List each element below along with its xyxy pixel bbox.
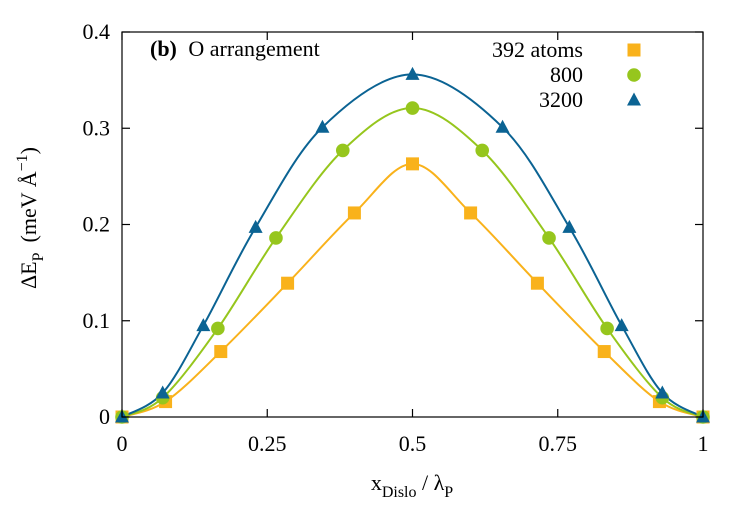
- point-800-8: [600, 321, 614, 336]
- legend-label-392-atoms: 392 atoms: [492, 37, 583, 62]
- point-392-atoms-6: [464, 206, 478, 220]
- point-392-atoms-3: [281, 276, 295, 290]
- tick-labels: 0 0.25 0.5 0.75 1 0 0.1 0.2 0.3 0.4: [83, 19, 709, 456]
- point-800-4: [335, 143, 350, 158]
- x-axis-label-sym-sub: P: [444, 484, 453, 501]
- point-392-atoms-4: [347, 206, 361, 220]
- panel-label: (b) O arrangement: [150, 36, 320, 61]
- x-tick-label-0: 0: [117, 431, 128, 456]
- point-3200-5: [405, 66, 420, 80]
- x-tick-label-4: 1: [698, 431, 709, 456]
- x-tick-label-2: 0.5: [399, 431, 427, 456]
- point-3200-2: [196, 318, 211, 332]
- y-tick-label-3: 0.3: [83, 115, 111, 140]
- point-392-atoms-8: [597, 345, 611, 359]
- legend-label-800: 800: [550, 62, 583, 87]
- legend-marker-392-atoms: [627, 43, 641, 57]
- x-axis-label-sub: Dislo: [382, 484, 417, 501]
- y-tick-label-2: 0.2: [83, 212, 111, 237]
- x-tick-label-1: 0.25: [248, 431, 287, 456]
- legend-label-3200: 3200: [539, 87, 583, 112]
- point-3200-3: [248, 219, 263, 233]
- point-800-2: [211, 321, 225, 336]
- series-curves: [121, 73, 704, 418]
- panel-letter: (b): [150, 36, 177, 61]
- y-tick-label-1: 0.1: [83, 308, 111, 333]
- point-392-atoms-7: [530, 276, 544, 290]
- point-3200-4: [315, 119, 330, 133]
- point-3200-9: [655, 385, 670, 399]
- plot-frame: [121, 31, 704, 418]
- x-axis-label-sym: λ: [434, 470, 445, 495]
- axis-ticks: [121, 31, 704, 418]
- point-800-6: [475, 143, 490, 158]
- series-line-800: [121, 107, 704, 418]
- y-axis-label-main: ΔE: [16, 261, 41, 289]
- legend-marker-800: [627, 68, 641, 82]
- point-392-atoms-5: [406, 157, 419, 171]
- series-line-392-atoms: [121, 162, 704, 418]
- x-axis-label-sep: /: [416, 470, 433, 495]
- point-3200-1: [155, 385, 170, 399]
- y-axis-label-unit-close: ): [16, 147, 41, 154]
- series-line-3200: [121, 73, 704, 418]
- y-axis-label: ΔEP (meV Å−1): [14, 147, 47, 289]
- point-3200-7: [562, 219, 577, 233]
- point-392-atoms-2: [214, 345, 228, 359]
- point-3200-8: [614, 318, 629, 332]
- chart-title: O arrangement: [188, 36, 319, 61]
- y-axis-label-unit-open: (meV Å: [16, 171, 41, 242]
- point-800-7: [542, 231, 556, 245]
- x-axis-label: xDislo / λP: [371, 470, 453, 501]
- legend-marker-3200: [627, 92, 641, 106]
- series-markers: [115, 66, 710, 424]
- point-800-5: [405, 101, 420, 115]
- y-tick-label-0: 0: [99, 404, 110, 429]
- x-tick-label-3: 0.75: [539, 431, 578, 456]
- y-tick-label-4: 0.4: [83, 19, 111, 44]
- point-3200-6: [495, 119, 510, 133]
- y-axis-label-sub: P: [30, 252, 47, 261]
- y-axis-label-unit-sup: −1: [14, 154, 31, 171]
- point-800-3: [269, 231, 283, 245]
- x-axis-label-main: x: [371, 470, 382, 495]
